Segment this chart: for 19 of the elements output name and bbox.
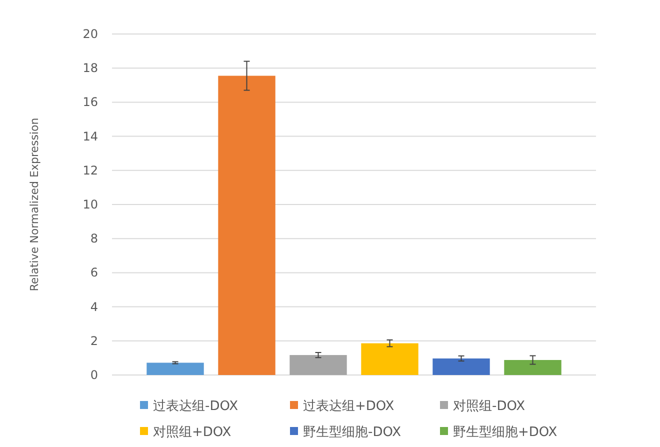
y-axis-title: Relative Normalized Expression bbox=[28, 118, 41, 292]
y-tick-label: 0 bbox=[90, 368, 98, 382]
bar bbox=[361, 343, 418, 375]
bar bbox=[504, 360, 562, 375]
y-tick-label: 4 bbox=[90, 300, 98, 314]
y-tick-label: 6 bbox=[90, 266, 98, 280]
y-tick-label: 2 bbox=[90, 334, 98, 348]
y-tick-label: 12 bbox=[82, 163, 98, 178]
y-tick-label: 8 bbox=[90, 232, 98, 246]
bar bbox=[290, 355, 347, 375]
bar bbox=[146, 362, 204, 375]
y-tick-label: 14 bbox=[82, 129, 98, 144]
y-tick-label: 10 bbox=[82, 198, 98, 212]
bar bbox=[218, 76, 276, 375]
bar bbox=[432, 358, 490, 375]
y-tick-label: 18 bbox=[82, 61, 98, 76]
y-tick-label: 20 bbox=[82, 27, 98, 41]
y-tick-label: 16 bbox=[82, 95, 98, 110]
legend-label: 对照组-DOX bbox=[453, 399, 526, 414]
